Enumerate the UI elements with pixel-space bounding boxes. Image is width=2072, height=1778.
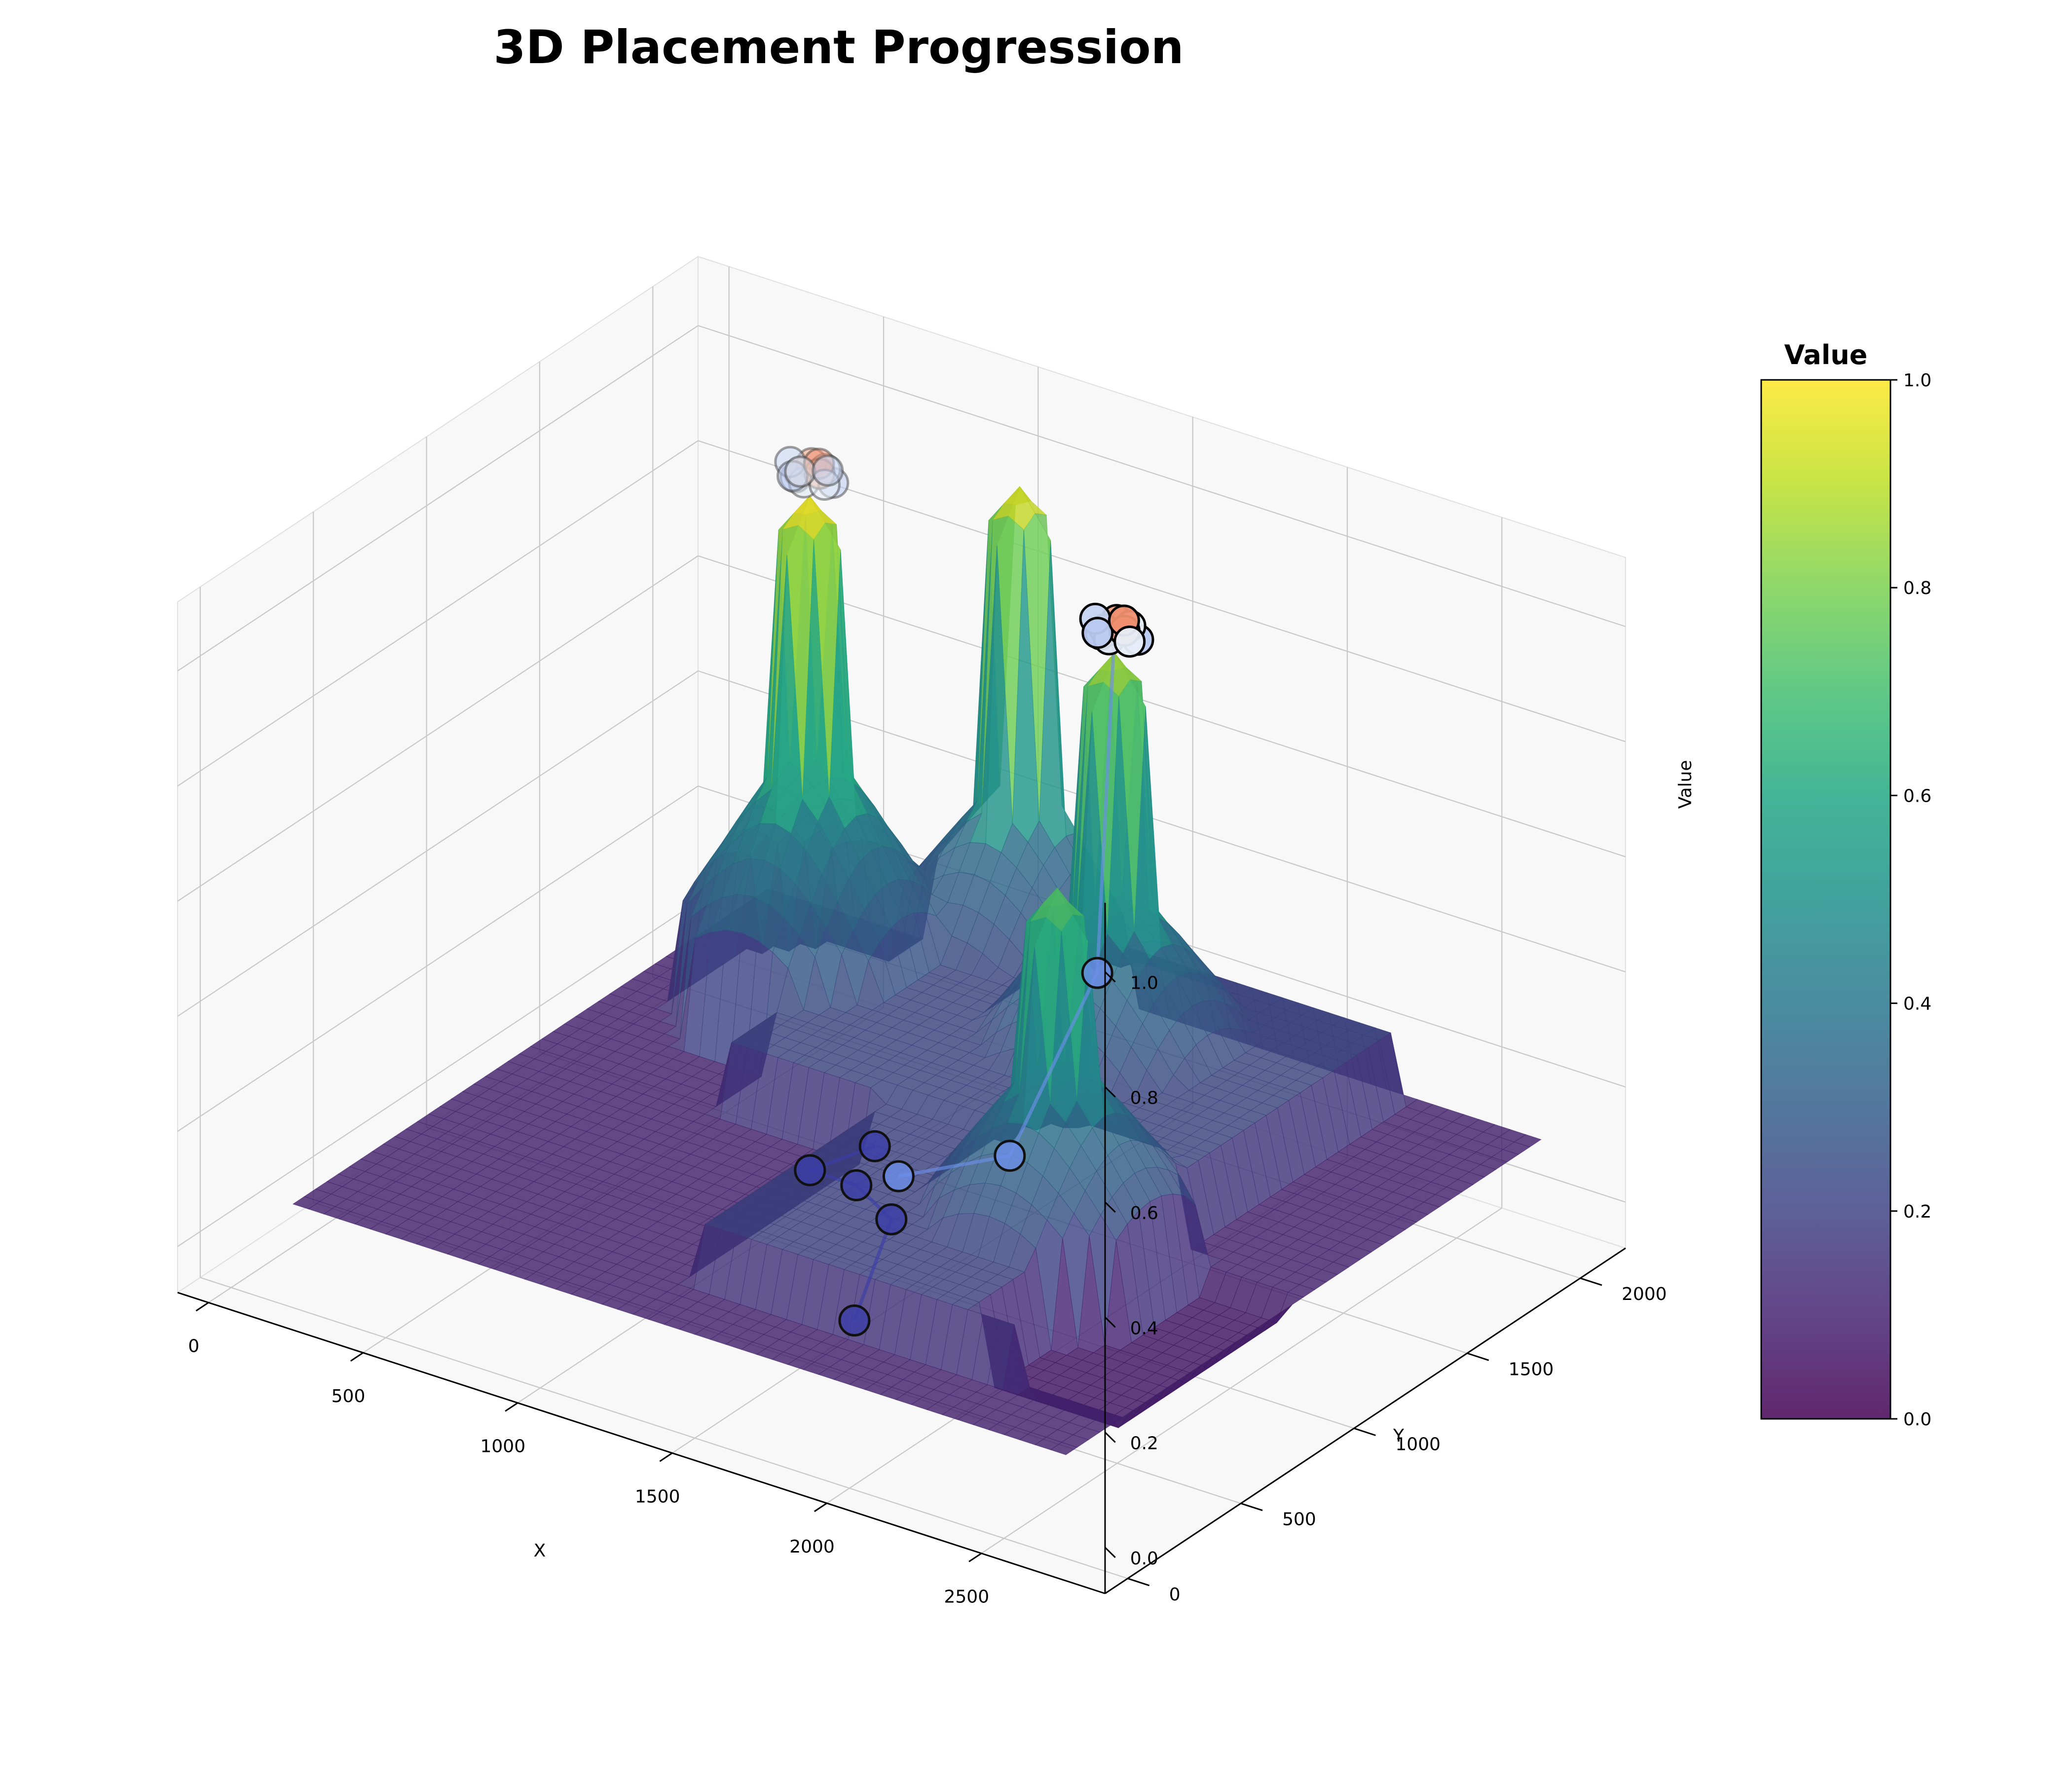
gridline-z <box>177 900 699 1247</box>
x-axis-tick <box>968 1553 982 1562</box>
z-axis-tick <box>1104 1432 1116 1443</box>
axes: 0 500 1000 1500 2000 2500 0 500 1000 1500 2000 0.0 0… <box>177 903 1667 1607</box>
z-tick-label: 1.0 <box>1130 973 1158 993</box>
gridline-z <box>177 440 699 787</box>
gridline-y <box>200 1277 1128 1579</box>
colorbar-tick-label: 0.0 <box>1903 1409 1931 1430</box>
z-axis-tick <box>1104 1201 1116 1213</box>
y-tick-label: 1500 <box>1509 1359 1554 1379</box>
colorbar-tick-label: 0.4 <box>1903 994 1931 1014</box>
z-axis-tick <box>1104 1316 1116 1328</box>
trajectory-line <box>898 630 1116 1178</box>
colorbar-gradient <box>1760 379 1891 1420</box>
x-tick-label: 1500 <box>635 1486 680 1507</box>
placement-point <box>838 1304 871 1337</box>
surface-cell <box>1050 1442 1078 1455</box>
x-axis-tick <box>195 1302 209 1312</box>
placement-trajectories <box>774 445 1154 1337</box>
z-axis-label: Value <box>1675 760 1696 809</box>
gridline-z <box>698 325 1626 628</box>
y-tick-label: 500 <box>1282 1510 1316 1530</box>
gridline-z <box>177 325 699 671</box>
z-axis-tick <box>1104 971 1116 983</box>
y-axis-tick <box>1467 1352 1489 1361</box>
y-axis-label: Y <box>1393 1426 1405 1446</box>
placement-point <box>1081 617 1114 649</box>
colorbar-tick-label: 1.0 <box>1903 370 1931 391</box>
z-tick-label: 0.2 <box>1130 1434 1158 1454</box>
colorbar: Value 0.0 0.2 0.4 0.6 0.8 1.0 <box>1760 339 1931 1430</box>
z-axis-tick <box>1104 1086 1116 1098</box>
gridline-z <box>698 555 1626 857</box>
x-axis-label: X <box>534 1541 546 1561</box>
x-tick-label: 0 <box>188 1336 199 1356</box>
x-axis-tick <box>659 1452 673 1462</box>
placement-point <box>858 1130 891 1162</box>
gridline-z <box>177 785 699 1132</box>
y-tick-label: 2000 <box>1622 1284 1667 1304</box>
y-tick-label: 1000 <box>1395 1435 1441 1455</box>
y-axis-tick <box>1127 1578 1150 1587</box>
placement-point <box>794 1154 826 1186</box>
placement-point <box>994 1140 1026 1172</box>
placement-point <box>812 454 844 487</box>
surface-plot <box>292 486 1542 1455</box>
x-axis-tick <box>505 1402 518 1412</box>
colorbar-title: Value <box>1784 339 1868 370</box>
y-axis-tick <box>1580 1277 1602 1286</box>
placement-point <box>784 455 816 488</box>
gridline-z <box>177 555 699 902</box>
gridline-x <box>981 1207 1502 1554</box>
colorbar-tick-label: 0.2 <box>1903 1202 1931 1222</box>
gridline-z <box>698 670 1626 973</box>
x-tick-label: 2500 <box>944 1587 989 1607</box>
placement-point <box>840 1169 873 1201</box>
gridline-z <box>698 440 1626 742</box>
placement-point <box>1081 957 1113 989</box>
placement-point <box>875 1203 908 1236</box>
z-tick-label: 0.0 <box>1130 1549 1158 1569</box>
placement-point <box>1113 626 1146 658</box>
x-tick-label: 500 <box>332 1386 366 1407</box>
colorbar-ticks: 0.0 0.2 0.4 0.6 0.8 1.0 <box>1890 370 1931 1430</box>
x-axis-tick <box>350 1352 364 1362</box>
z-axis-tick <box>1104 1547 1116 1558</box>
placement-point <box>882 1160 915 1192</box>
z-tick-label: 0.8 <box>1130 1088 1158 1109</box>
z-tick-label: 0.6 <box>1130 1203 1158 1223</box>
x-tick-label: 1000 <box>480 1437 525 1457</box>
colorbar-tick-label: 0.6 <box>1903 786 1931 806</box>
y-axis-line <box>1105 1247 1626 1594</box>
chart-title: 3D Placement Progression <box>493 21 1184 74</box>
z-tick-label: 0.4 <box>1130 1318 1158 1338</box>
x-axis-tick <box>814 1502 827 1512</box>
y-axis-tick <box>1240 1502 1263 1512</box>
x-axis-line <box>177 1292 1106 1594</box>
y-tick-label: 0 <box>1169 1585 1181 1605</box>
gridline-z <box>177 670 699 1017</box>
y-axis-tick <box>1354 1427 1376 1436</box>
colorbar-tick-label: 0.8 <box>1903 578 1931 598</box>
x-tick-label: 2000 <box>789 1537 835 1557</box>
